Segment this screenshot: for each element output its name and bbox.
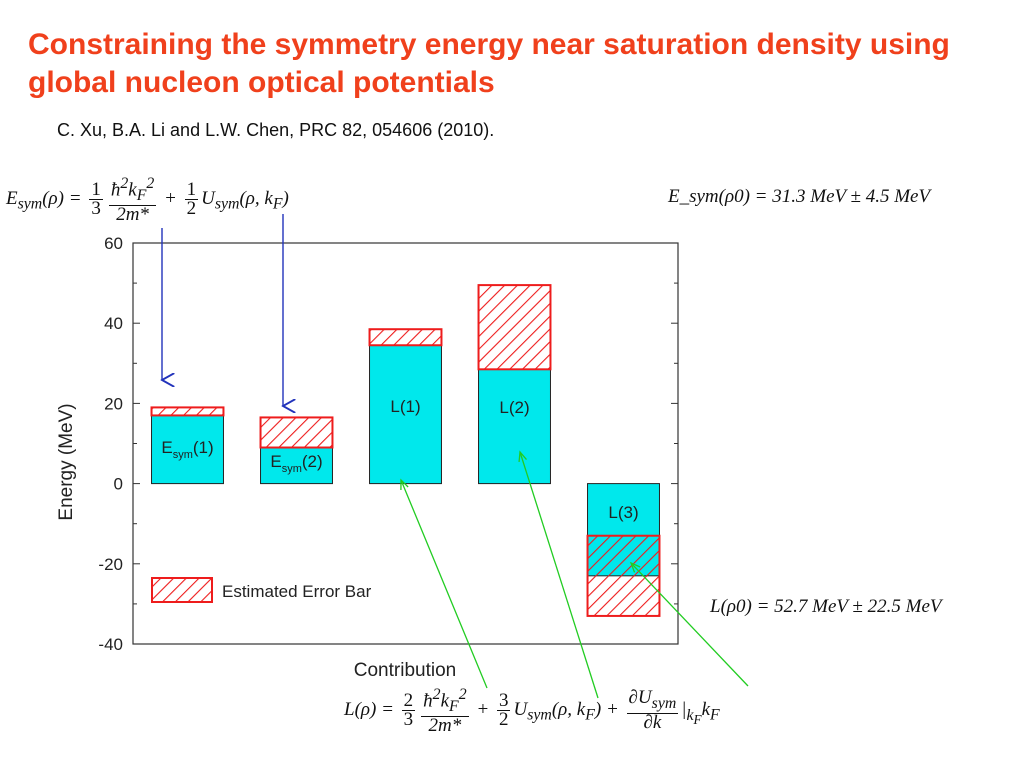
y-tick-label: 60	[104, 234, 123, 253]
bar	[369, 344, 442, 485]
y-tick-label: 20	[104, 394, 123, 413]
error-bar	[586, 534, 661, 617]
slide-title: Constraining the symmetry energy near sa…	[28, 28, 950, 99]
l-value: L(ρ0) = 52.7 MeV ± 22.5 MeV	[710, 596, 942, 617]
y-tick-label: 0	[114, 475, 123, 494]
error-bar	[368, 328, 443, 347]
bar-label: Esym(2)	[270, 452, 322, 475]
bar	[478, 368, 551, 485]
l-formula: L(ρ) = 2 3 ħ2kF2 2m* + 3 2 Usym(ρ, kF) + ∂Usy…	[344, 686, 720, 737]
arrow-green-head	[629, 561, 641, 573]
x-axis-label: Contribution	[354, 660, 456, 681]
y-tick-label: 40	[104, 314, 123, 333]
bar-label: Esym(1)	[161, 438, 213, 461]
y-tick-label: -20	[98, 555, 123, 574]
arrow-green	[519, 451, 599, 699]
legend-swatch	[151, 577, 213, 603]
error-bar	[477, 284, 552, 371]
legend-label: Estimated Error Bar	[222, 582, 372, 601]
arrow-green-head	[400, 478, 409, 491]
legend: Estimated Error Bar	[151, 577, 372, 603]
arrow-green	[400, 479, 488, 689]
esym-value: E_sym(ρ0) = 31.3 MeV ± 4.5 MeV	[668, 186, 931, 207]
error-bar	[150, 406, 225, 417]
bar-label: L(3)	[608, 503, 638, 522]
error-bar	[259, 416, 334, 449]
bar-label: L(1)	[390, 397, 420, 416]
y-axis-label: Energy (MeV)	[56, 403, 77, 520]
y-tick-label: -40	[98, 635, 123, 654]
arrow-green	[630, 562, 749, 687]
bar-label: L(2)	[499, 398, 529, 417]
citation: C. Xu, B.A. Li and L.W. Chen, PRC 82, 05…	[57, 120, 495, 140]
arrow-green-head	[518, 450, 527, 463]
bar	[151, 414, 224, 485]
esym-formula: Esym(ρ) = 1 3 ħ2kF2 2m* + 1 2 Usym(ρ, kF)	[6, 175, 289, 226]
